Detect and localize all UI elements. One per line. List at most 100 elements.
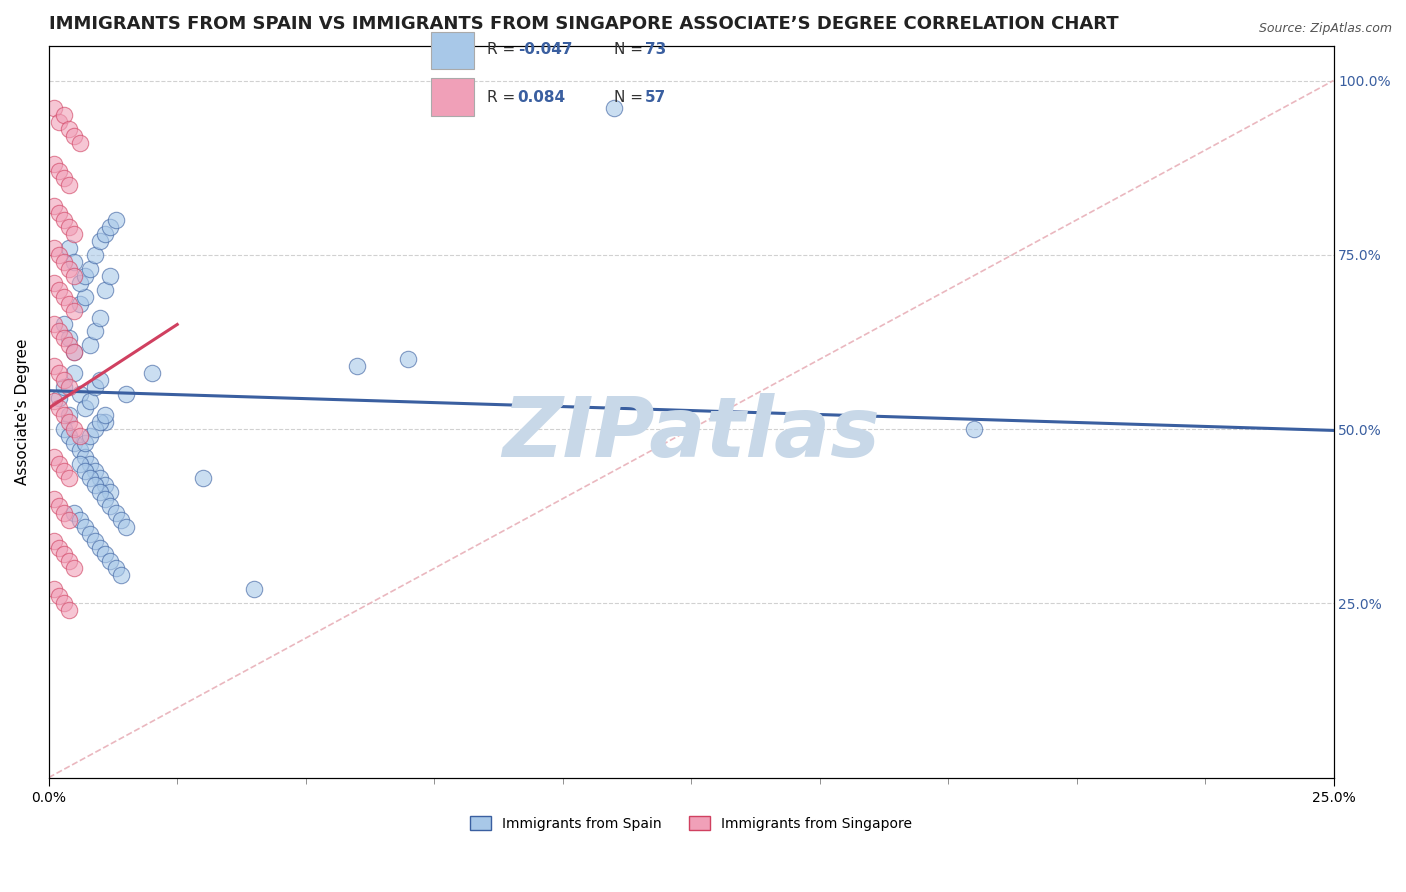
- Point: [84, 248, 107, 262]
- Point: [48, 206, 70, 220]
- Point: [603, 102, 626, 116]
- Text: IMMIGRANTS FROM SPAIN VS IMMIGRANTS FROM SINGAPORE ASSOCIATE’S DEGREE CORRELATIO: IMMIGRANTS FROM SPAIN VS IMMIGRANTS FROM…: [49, 15, 1118, 33]
- Text: N =: N =: [613, 90, 647, 104]
- Point: [48, 325, 70, 339]
- Point: [53, 373, 76, 387]
- Text: 0.084: 0.084: [517, 90, 565, 104]
- Point: [53, 548, 76, 562]
- Point: [48, 248, 70, 262]
- Point: [58, 408, 80, 422]
- Point: [89, 234, 111, 248]
- Point: [53, 254, 76, 268]
- Point: [53, 213, 76, 227]
- Point: [346, 359, 368, 374]
- Point: [84, 380, 107, 394]
- Point: [53, 290, 76, 304]
- Point: [63, 268, 86, 283]
- Point: [42, 394, 65, 409]
- Point: [73, 290, 96, 304]
- Point: [63, 129, 86, 144]
- Point: [84, 464, 107, 478]
- Point: [48, 541, 70, 555]
- Point: [58, 554, 80, 568]
- Point: [114, 387, 136, 401]
- Point: [243, 582, 266, 597]
- Point: [48, 391, 70, 405]
- Point: [79, 457, 101, 471]
- Point: [42, 450, 65, 464]
- Point: [42, 102, 65, 116]
- Point: [84, 477, 107, 491]
- Point: [58, 471, 80, 485]
- Text: R =: R =: [486, 43, 520, 57]
- Point: [63, 345, 86, 359]
- Point: [63, 506, 86, 520]
- Point: [53, 331, 76, 345]
- Point: [84, 325, 107, 339]
- Text: Source: ZipAtlas.com: Source: ZipAtlas.com: [1258, 22, 1392, 36]
- Point: [53, 318, 76, 332]
- Point: [63, 227, 86, 241]
- Point: [63, 366, 86, 380]
- Point: [69, 136, 91, 151]
- Point: [89, 484, 111, 499]
- Point: [100, 219, 122, 234]
- Text: 57: 57: [644, 90, 666, 104]
- Point: [89, 541, 111, 555]
- Point: [398, 352, 420, 367]
- Point: [58, 603, 80, 617]
- Point: [58, 331, 80, 345]
- Text: 73: 73: [644, 43, 666, 57]
- Point: [58, 122, 80, 136]
- Point: [48, 164, 70, 178]
- Point: [63, 254, 86, 268]
- Point: [69, 296, 91, 310]
- Point: [48, 115, 70, 129]
- Point: [69, 276, 91, 290]
- Point: [89, 415, 111, 429]
- Point: [42, 533, 65, 548]
- Point: [94, 227, 117, 241]
- Point: [53, 464, 76, 478]
- Point: [73, 464, 96, 478]
- Point: [69, 513, 91, 527]
- Point: [53, 108, 76, 122]
- Point: [104, 213, 127, 227]
- Point: [114, 519, 136, 533]
- Point: [42, 241, 65, 255]
- Point: [79, 471, 101, 485]
- Point: [48, 401, 70, 416]
- Point: [89, 373, 111, 387]
- Point: [42, 157, 65, 171]
- Point: [963, 422, 986, 436]
- Point: [84, 422, 107, 436]
- Point: [53, 506, 76, 520]
- Point: [63, 303, 86, 318]
- Point: [84, 533, 107, 548]
- Point: [73, 268, 96, 283]
- Point: [48, 283, 70, 297]
- Point: [100, 484, 122, 499]
- Point: [79, 261, 101, 276]
- Point: [63, 422, 86, 436]
- Point: [79, 526, 101, 541]
- Point: [104, 561, 127, 575]
- Y-axis label: Associate's Degree: Associate's Degree: [15, 338, 30, 485]
- Point: [53, 408, 76, 422]
- Text: -0.047: -0.047: [517, 43, 572, 57]
- Point: [48, 366, 70, 380]
- Point: [48, 590, 70, 604]
- Point: [79, 429, 101, 443]
- Point: [69, 457, 91, 471]
- Point: [53, 422, 76, 436]
- Point: [100, 268, 122, 283]
- Point: [58, 241, 80, 255]
- Point: [58, 513, 80, 527]
- Point: [69, 387, 91, 401]
- Point: [58, 219, 80, 234]
- Point: [53, 596, 76, 610]
- Point: [42, 199, 65, 213]
- Point: [110, 513, 132, 527]
- Point: [73, 436, 96, 450]
- Point: [100, 554, 122, 568]
